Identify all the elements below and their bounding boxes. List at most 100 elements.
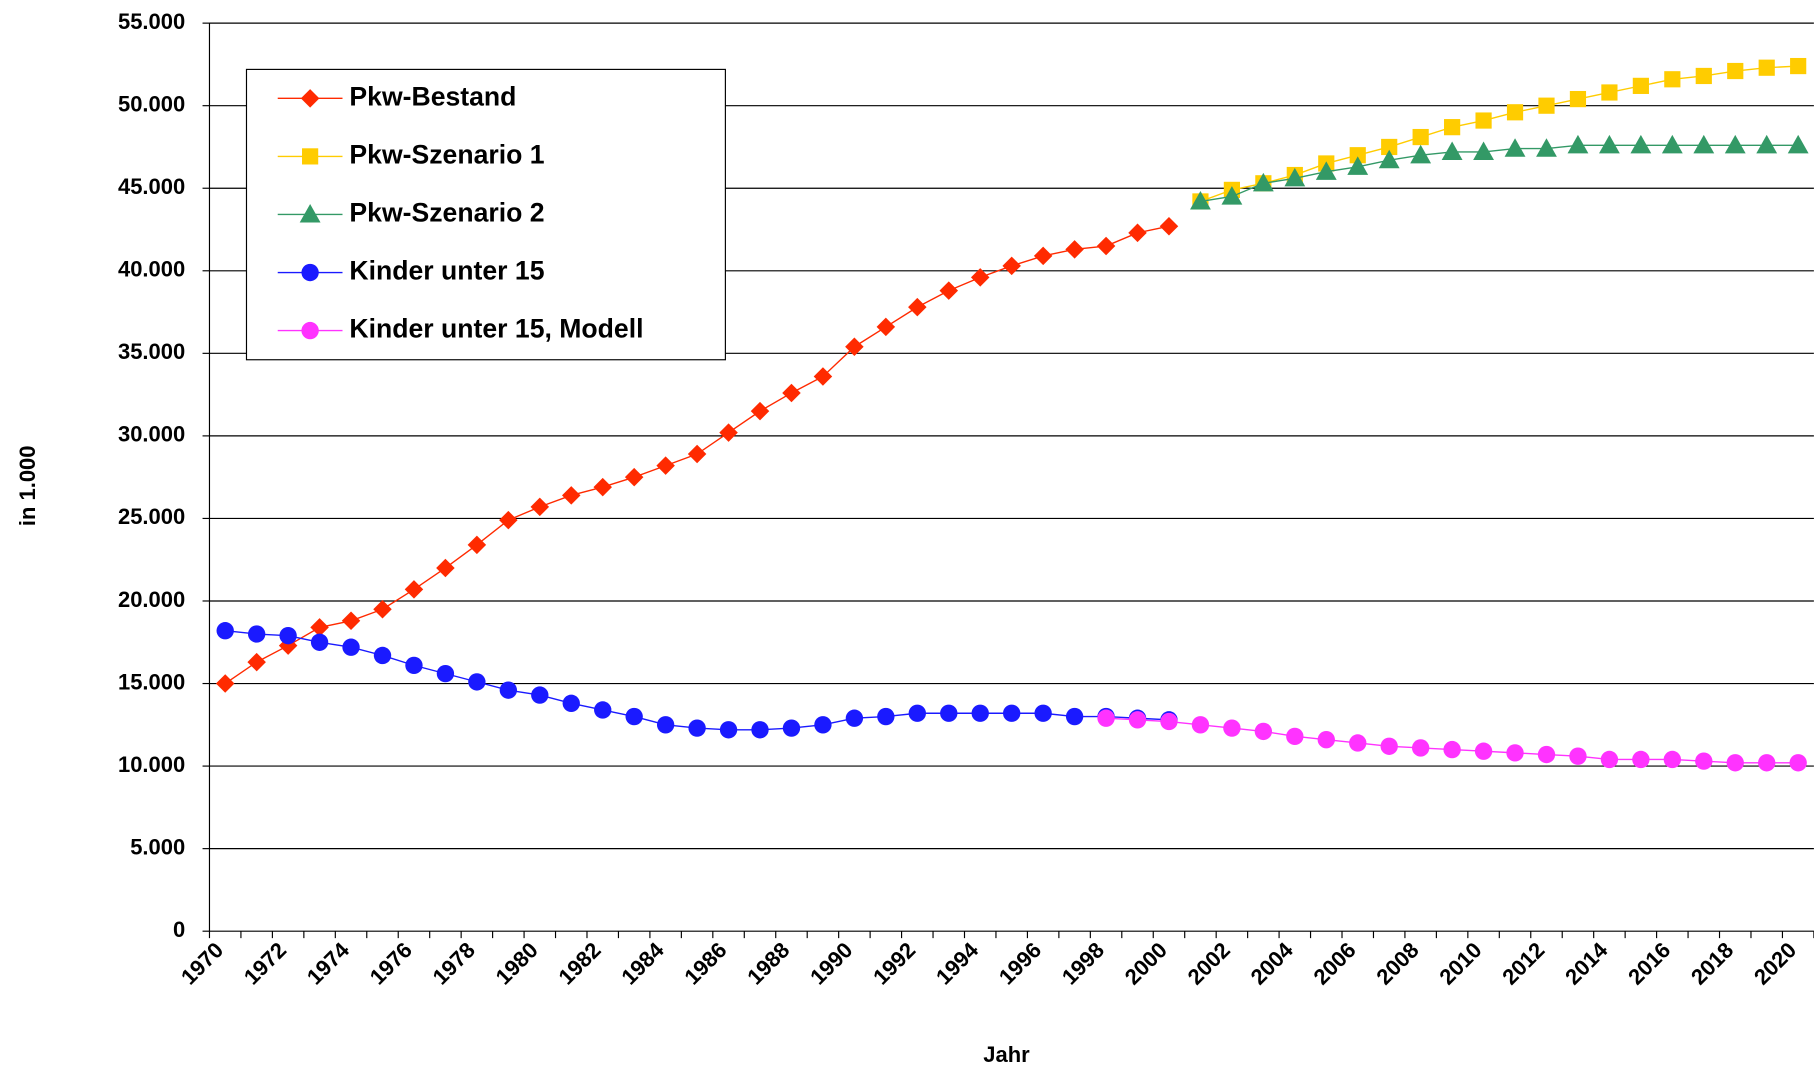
legend-label: Kinder unter 15: [349, 256, 544, 286]
marker: [1790, 57, 1807, 75]
marker: [373, 599, 392, 619]
marker: [908, 297, 927, 317]
marker: [1315, 161, 1337, 180]
marker: [1569, 747, 1587, 765]
marker: [216, 622, 234, 640]
marker: [1758, 59, 1775, 76]
marker: [1724, 134, 1746, 154]
marker: [1632, 77, 1649, 94]
marker: [1567, 134, 1589, 154]
marker: [247, 625, 266, 643]
marker: [1632, 750, 1650, 769]
marker: [1475, 112, 1492, 129]
marker: [845, 709, 864, 727]
marker: [1601, 84, 1618, 101]
marker: [499, 681, 518, 699]
marker: [1411, 739, 1430, 757]
marker: [1378, 149, 1400, 169]
x-axis-title: Jahr: [983, 1042, 1030, 1067]
legend: Pkw-Bestand Pkw-Szenario 1 Pkw-Szenario 2 K…: [245, 68, 726, 361]
y-axis-title: in 1.000: [15, 446, 40, 527]
marker: [302, 148, 319, 165]
marker: [751, 721, 769, 739]
y-tick-label: 0: [173, 917, 185, 942]
marker: [499, 510, 518, 530]
marker: [1787, 134, 1809, 154]
marker: [1506, 744, 1524, 762]
marker: [970, 268, 990, 287]
marker: [688, 719, 706, 737]
marker: [1223, 719, 1241, 737]
marker: [468, 673, 486, 691]
marker: [1504, 138, 1526, 157]
marker: [1065, 707, 1084, 726]
marker: [1003, 704, 1021, 722]
marker: [1065, 240, 1084, 259]
marker: [1474, 742, 1493, 760]
marker: [1221, 186, 1243, 205]
marker: [1663, 750, 1682, 769]
y-tick-label: 45.000: [118, 174, 185, 199]
marker: [531, 686, 549, 704]
marker: [719, 423, 738, 442]
marker: [656, 456, 675, 475]
marker: [1789, 754, 1807, 772]
marker: [1473, 141, 1494, 161]
marker: [908, 704, 926, 722]
legend-label: Pkw-Szenario 2: [349, 197, 544, 227]
marker: [1441, 141, 1463, 161]
marker: [1254, 722, 1273, 741]
series: [1190, 134, 1809, 210]
marker: [299, 204, 321, 223]
marker: [940, 704, 958, 722]
y-tick-label: 25.000: [118, 504, 185, 529]
y-tick-label: 30.000: [118, 422, 185, 447]
marker: [373, 646, 392, 665]
marker: [436, 664, 455, 683]
marker: [1097, 709, 1115, 727]
marker: [562, 694, 580, 713]
marker: [310, 633, 329, 651]
marker: [1443, 740, 1461, 759]
marker: [301, 321, 319, 340]
marker: [1695, 752, 1713, 770]
marker: [1190, 191, 1211, 210]
y-tick-label: 10.000: [118, 752, 185, 777]
marker: [1349, 734, 1367, 752]
marker: [405, 656, 423, 675]
marker: [1758, 754, 1776, 772]
marker: [656, 716, 675, 734]
marker: [1695, 67, 1712, 85]
marker: [594, 701, 612, 719]
y-tick-label: 50.000: [118, 91, 185, 116]
marker: [782, 383, 801, 403]
marker: [1284, 167, 1306, 187]
marker: [1286, 727, 1304, 746]
legend-label: Pkw-Szenario 1: [349, 139, 544, 169]
y-tick-label: 15.000: [118, 669, 185, 694]
marker: [782, 719, 801, 737]
marker: [1506, 104, 1524, 121]
marker: [247, 652, 266, 672]
marker: [1661, 134, 1683, 154]
marker: [341, 611, 361, 631]
marker: [1380, 737, 1398, 755]
y-tick-label: 55.000: [118, 9, 185, 34]
marker: [1536, 138, 1557, 157]
legend-label: Pkw-Bestand: [349, 81, 516, 111]
marker: [971, 704, 989, 722]
marker: [279, 626, 297, 645]
marker: [1727, 62, 1744, 80]
marker: [1599, 134, 1620, 154]
marker: [1756, 134, 1778, 154]
marker: [1128, 223, 1147, 243]
marker: [1033, 246, 1053, 266]
marker: [1569, 90, 1587, 108]
y-tick-label: 5.000: [130, 834, 185, 859]
marker: [1412, 128, 1429, 146]
marker: [1159, 216, 1179, 236]
marker: [625, 707, 643, 726]
marker: [719, 721, 738, 739]
